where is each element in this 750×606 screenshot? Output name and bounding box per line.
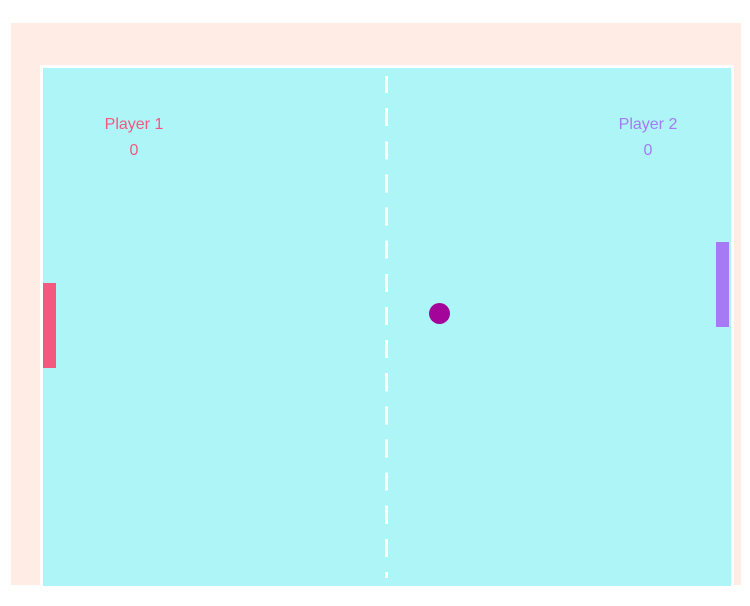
player-2-paddle[interactable] [716,242,729,327]
player-1-score: 0 [129,142,139,159]
player-2-score: 0 [643,142,653,159]
game-frame: Player 1 0 Player 2 0 [11,23,741,589]
pong-court[interactable]: Player 1 0 Player 2 0 [40,65,734,589]
player-2-scoreboard: Player 2 0 [588,112,708,164]
player-2-name: Player 2 [618,116,678,133]
center-net-line [385,76,388,578]
ball [429,303,450,324]
player-1-paddle[interactable] [43,283,56,368]
player-1-name: Player 1 [104,116,164,133]
player-1-scoreboard: Player 1 0 [74,112,194,164]
